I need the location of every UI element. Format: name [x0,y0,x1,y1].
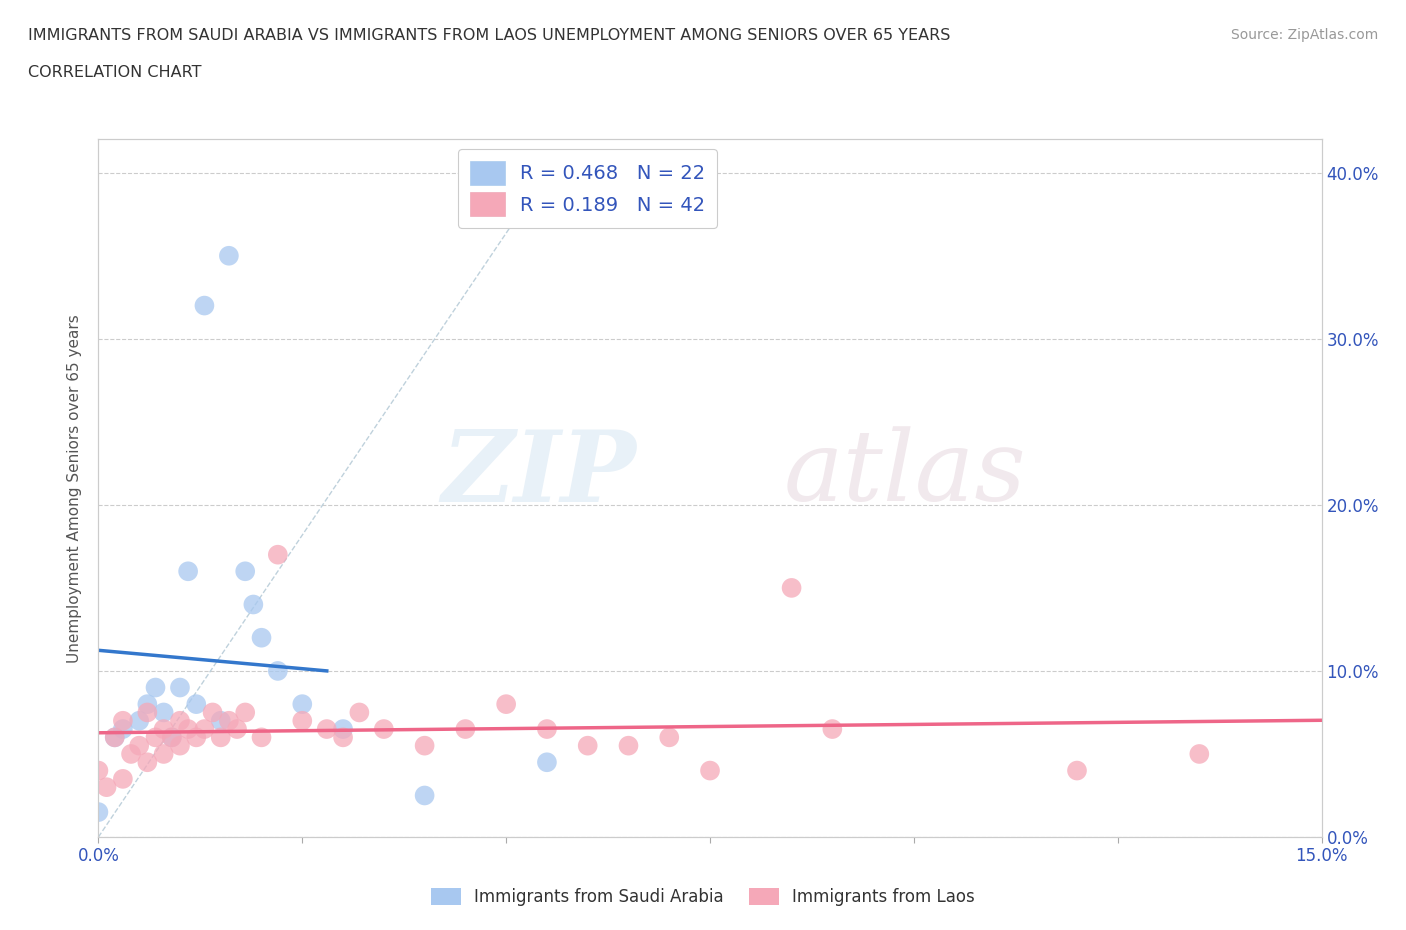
Point [780,580,803,595]
Point [193,299,215,313]
Point [291,713,314,728]
Point [495,697,517,711]
Point [145,730,167,745]
Point [186,697,208,711]
Point [136,697,159,711]
Point [177,564,200,578]
Point [218,713,240,728]
Point [699,764,721,778]
Point [454,722,477,737]
Point [1188,747,1211,762]
Point [536,755,558,770]
Text: CORRELATION CHART: CORRELATION CHART [28,65,201,80]
Point [128,738,150,753]
Point [160,730,183,745]
Point [576,738,599,753]
Point [193,722,215,737]
Point [233,705,256,720]
Text: atlas: atlas [783,427,1026,522]
Legend: R = 0.468   N = 22, R = 0.189   N = 42: R = 0.468 N = 22, R = 0.189 N = 42 [458,149,717,228]
Point [152,747,174,762]
Point [104,730,127,745]
Point [152,705,174,720]
Point [136,705,159,720]
Point [160,730,183,745]
Point [177,722,200,737]
Point [267,663,290,678]
Point [291,697,314,711]
Point [250,631,273,645]
Point [209,713,232,728]
Point [104,730,127,745]
Point [226,722,249,737]
Point [821,722,844,737]
Point [136,755,159,770]
Point [145,680,167,695]
Y-axis label: Unemployment Among Seniors over 65 years: Unemployment Among Seniors over 65 years [67,314,83,662]
Point [315,722,337,737]
Point [250,730,273,745]
Point [332,722,354,737]
Point [120,747,142,762]
Point [658,730,681,745]
Point [186,730,208,745]
Point [373,722,395,737]
Point [413,788,436,803]
Point [87,804,110,819]
Point [209,730,232,745]
Point [242,597,264,612]
Point [111,722,134,737]
Point [332,730,354,745]
Point [169,680,191,695]
Point [169,738,191,753]
Point [201,705,224,720]
Point [111,713,134,728]
Text: Source: ZipAtlas.com: Source: ZipAtlas.com [1230,28,1378,42]
Point [87,764,110,778]
Point [96,779,118,794]
Point [413,738,436,753]
Point [233,564,256,578]
Point [617,738,640,753]
Point [349,705,371,720]
Point [218,248,240,263]
Legend: Immigrants from Saudi Arabia, Immigrants from Laos: Immigrants from Saudi Arabia, Immigrants… [425,881,981,912]
Point [111,772,134,787]
Point [169,713,191,728]
Point [152,722,174,737]
Text: ZIP: ZIP [441,426,637,523]
Text: IMMIGRANTS FROM SAUDI ARABIA VS IMMIGRANTS FROM LAOS UNEMPLOYMENT AMONG SENIORS : IMMIGRANTS FROM SAUDI ARABIA VS IMMIGRAN… [28,28,950,43]
Point [267,547,290,562]
Point [128,713,150,728]
Point [536,722,558,737]
Point [1066,764,1088,778]
